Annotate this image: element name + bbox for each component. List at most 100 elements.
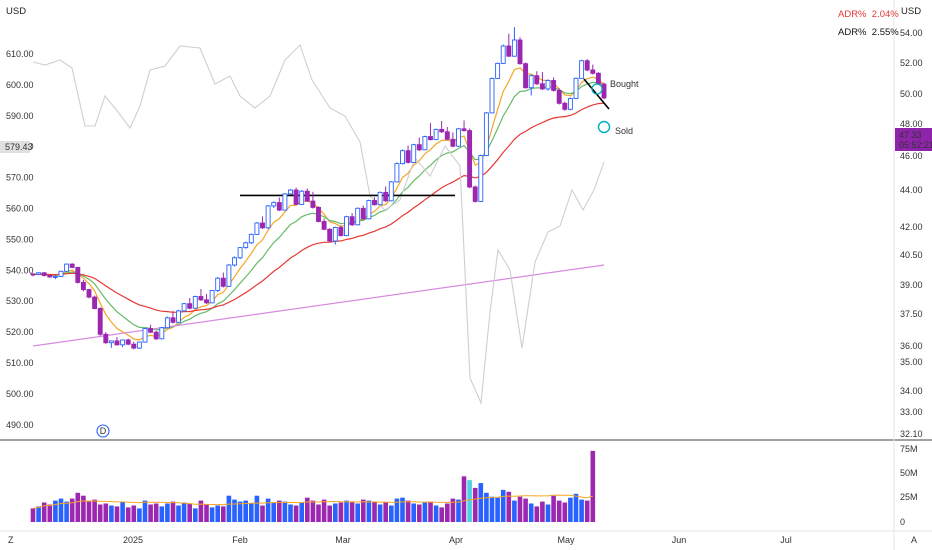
candle-body	[478, 155, 484, 202]
volume-bar	[528, 503, 534, 522]
ma-pink-line	[32, 264, 605, 347]
candle-body	[573, 77, 579, 99]
volume-axis-tick: 25M	[900, 492, 918, 502]
volume-bar	[389, 505, 394, 522]
candle-body	[366, 200, 372, 220]
volume-bar	[344, 500, 349, 522]
candle-body	[187, 303, 193, 309]
right-axis-tick: 54.00	[900, 28, 923, 38]
volume-bar	[58, 498, 64, 522]
volume-axis-tick: 50M	[900, 468, 918, 478]
volume-bar	[193, 508, 198, 522]
candle-body	[483, 112, 489, 156]
volume-axis-tick: 0	[900, 517, 905, 527]
candle-body	[388, 181, 394, 202]
candle-body	[220, 277, 226, 287]
candle-body	[164, 317, 170, 329]
left-axis-tick: 520.00	[6, 327, 34, 337]
candle-body	[551, 80, 557, 91]
right-axis-tick: 34.00	[900, 386, 923, 396]
candle-body	[299, 190, 305, 205]
candle-body	[433, 128, 439, 141]
candle-body	[500, 45, 506, 64]
candle-body	[584, 60, 590, 71]
candle-body	[114, 340, 120, 346]
volume-bar	[204, 504, 209, 522]
volume-bar	[500, 489, 506, 522]
adr-red-indicator: ADR% 2.04%	[838, 9, 899, 20]
volume-bar	[215, 505, 220, 522]
left-axis-tick: 600.00	[6, 80, 34, 90]
candle-body	[159, 327, 165, 340]
volume-bar	[439, 507, 444, 522]
candle-body	[394, 163, 400, 183]
candle-body	[517, 39, 523, 65]
right-currency-label[interactable]: USD	[901, 6, 922, 17]
candle-body	[383, 191, 389, 202]
axis-corner-left: Z	[8, 535, 14, 545]
volume-bar	[495, 497, 500, 522]
candle-body	[428, 136, 433, 141]
volume-bar	[310, 500, 316, 522]
candle-body	[556, 89, 562, 104]
right-axis-tick: 40.50	[900, 250, 923, 260]
candle-body	[36, 272, 42, 275]
right-axis-tick: 33.00	[900, 407, 923, 417]
volume-bar	[372, 501, 377, 522]
volume-bar	[249, 503, 254, 522]
candle-body	[47, 275, 53, 278]
volume-bar	[254, 495, 260, 522]
left-axis-tick: 550.00	[6, 234, 34, 244]
ma-red-line	[32, 102, 605, 313]
time-axis-label: May	[557, 535, 575, 545]
ma-green-line	[32, 81, 605, 331]
candle-body	[344, 216, 349, 237]
candle-body	[103, 333, 109, 344]
volume-bar	[36, 506, 41, 522]
volume-bar	[327, 505, 332, 522]
candle-body	[321, 221, 327, 230]
volume-bar	[551, 495, 556, 522]
adr-red-label: ADR%	[838, 9, 867, 20]
candle-body	[97, 308, 103, 335]
dividend-marker	[96, 424, 110, 438]
volume-bar	[517, 496, 523, 522]
volume-bar	[534, 506, 540, 522]
volume-bar	[47, 504, 53, 522]
left-axis-tick: 570.00	[6, 173, 34, 183]
candle-body	[232, 257, 237, 266]
time-axis-label: Mar	[335, 535, 351, 545]
left-price-tag: 579.43	[5, 142, 33, 152]
ma-orange-line	[32, 67, 605, 341]
volume-bar	[590, 450, 596, 522]
right-axis-tick: 36.00	[900, 341, 923, 351]
candle-body	[444, 131, 450, 140]
candle-body	[601, 83, 607, 99]
candle-body	[400, 150, 405, 165]
candle-body	[176, 310, 181, 323]
right-axis-tick: 48.00	[900, 119, 923, 129]
candle-body	[153, 331, 159, 340]
volume-bar	[97, 504, 103, 522]
volume-bar	[422, 502, 428, 522]
candle-body	[416, 144, 422, 151]
candle-body	[316, 206, 321, 222]
volume-bar	[305, 497, 310, 522]
volume-bar	[170, 501, 176, 522]
candle-body	[86, 289, 92, 298]
volume-bar	[103, 503, 109, 522]
sold-marker	[597, 120, 611, 134]
candle-body	[360, 207, 366, 220]
volume-bar	[299, 502, 304, 522]
candle-body	[288, 189, 293, 195]
relative-strength-line	[32, 43, 605, 406]
time-axis-label: 2025	[123, 535, 143, 545]
volume-bar	[461, 476, 467, 522]
left-currency-label[interactable]: USD	[6, 6, 27, 17]
volume-bar	[366, 500, 372, 522]
volume-bar	[456, 499, 461, 522]
volume-bar	[506, 491, 512, 522]
candle-body	[489, 77, 495, 114]
volume-bar	[92, 499, 97, 522]
